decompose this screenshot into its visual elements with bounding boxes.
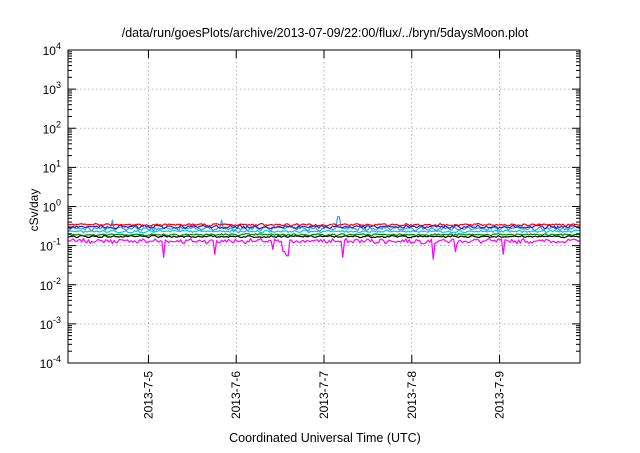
- series-line: [67, 222, 581, 227]
- y-tick-label: 10-3: [40, 315, 61, 332]
- grid-lines: [68, 50, 580, 363]
- x-axis-label: Coordinated Universal Time (UTC): [229, 431, 421, 445]
- y-tick-label: 103: [43, 80, 61, 97]
- series-line: [67, 237, 581, 260]
- x-tick-label: 2013-7-5: [141, 371, 155, 419]
- y-tick-label: 102: [43, 119, 61, 136]
- chart-title: /data/run/goesPlots/archive/2013-07-09/2…: [122, 26, 529, 40]
- series-line: [67, 229, 581, 234]
- y-tick-label: 100: [43, 198, 61, 215]
- x-tick-label: 2013-7-9: [493, 371, 507, 419]
- x-tick-label: 2013-7-7: [317, 371, 331, 419]
- y-tick-label: 10-2: [40, 276, 61, 293]
- y-axis-label: cSv/day: [27, 189, 41, 232]
- series-line: [67, 224, 581, 230]
- y-tick-label: 10-4: [40, 354, 61, 371]
- axis-ticks: 10-4 10-3 10-2 10-1 100 101 102 103 104 2013-7-5 2…: [40, 41, 580, 419]
- series-line: [67, 216, 581, 232]
- x-tick-label: 2013-7-6: [229, 371, 243, 419]
- x-tick-label: 2013-7-8: [405, 371, 419, 419]
- y-tick-label: 10-1: [40, 237, 61, 254]
- series-line: [67, 234, 581, 239]
- series-line: [67, 233, 581, 237]
- y-tick-label: 101: [43, 158, 61, 175]
- series-lines: [67, 216, 581, 260]
- y-tick-label: 104: [43, 41, 61, 58]
